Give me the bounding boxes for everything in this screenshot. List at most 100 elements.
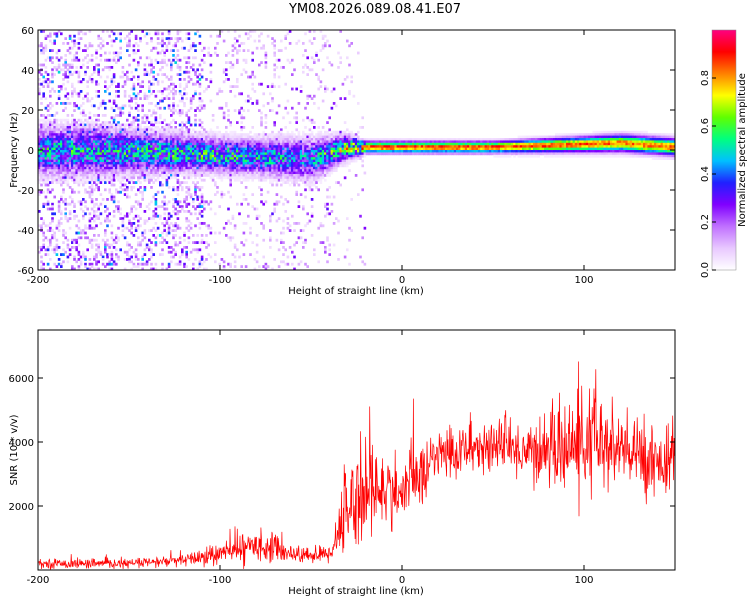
spectrogram-cell: [161, 44, 164, 48]
spectrogram-cell: [240, 142, 243, 146]
spectrogram-cell: [299, 138, 303, 141]
spectrogram-cell: [161, 154, 164, 158]
spectrogram-cell: [291, 262, 294, 266]
spectrogram-cell: [73, 142, 76, 146]
spectrogram-cell: [172, 210, 175, 213]
spectrogram-cell: [148, 128, 151, 132]
spectrogram-cell: [90, 243, 94, 247]
spectrogram-cell: [295, 193, 298, 196]
spectrogram-cell: [176, 174, 180, 177]
spectrogram-cell: [295, 145, 298, 148]
spectrogram-cell: [40, 157, 43, 160]
spectrogram-cell: [277, 130, 281, 134]
spectrogram-cell: [214, 171, 217, 175]
spectrogram-cell: [101, 147, 105, 151]
spectrogram-cell: [181, 162, 184, 165]
spectrogram-cell: [183, 142, 186, 146]
spectrogram-cell: [170, 126, 173, 129]
spectrogram-cell: [174, 142, 177, 146]
spectrogram-cell: [238, 140, 241, 144]
spectrogram-cell: [229, 135, 232, 139]
spectrogram-cell: [139, 243, 142, 247]
spectrogram-cell: [141, 176, 144, 180]
spectrogram-cell: [75, 176, 78, 180]
spectrogram-cell: [152, 150, 155, 153]
spectrogram-cell: [66, 75, 70, 79]
spectrogram-cell: [143, 135, 147, 139]
spectrogram-cell: [207, 157, 210, 160]
spectrogram-cell: [209, 159, 213, 163]
spectrogram-cell: [137, 123, 140, 127]
spectrogram-cell: [196, 234, 199, 237]
spectrogram-cell: [68, 66, 72, 69]
spectrogram-cell: [260, 140, 263, 144]
spectrogram-cell: [148, 85, 151, 88]
spectrogram-cell: [271, 169, 274, 172]
spectrogram-cell: [260, 154, 263, 158]
spectrogram-cell: [295, 190, 298, 194]
spectrogram-cell: [205, 246, 208, 249]
spectrogram-cell: [247, 159, 250, 163]
spectrogram-cell: [299, 147, 303, 151]
spectrogram-cell: [181, 46, 184, 50]
spectrogram-cell: [68, 226, 72, 230]
spectrogram-cell: [49, 138, 52, 141]
spectrogram-cell: [260, 135, 263, 139]
spectrogram-cell: [148, 32, 151, 36]
spectrogram-cell: [253, 166, 257, 170]
spectrogram-cell: [304, 145, 307, 148]
spectrogram-cell: [101, 171, 105, 175]
spectrogram-cell: [244, 145, 248, 148]
spectrogram-cell: [181, 145, 184, 148]
spectrogram-cell: [112, 138, 116, 141]
spectrogram-cell: [185, 166, 188, 170]
spectrogram-cell: [310, 42, 314, 45]
spectrogram-cell: [82, 166, 85, 170]
spectrogram-cell: [291, 157, 294, 160]
spectrogram-cell: [187, 135, 191, 139]
spectrogram-cell: [297, 171, 301, 175]
spectrogram-cell: [119, 130, 122, 134]
spectrogram-cell: [112, 164, 116, 168]
spectrogram-cell: [187, 32, 191, 36]
spectrogram-cell: [178, 210, 182, 213]
spectrogram-cell: [148, 174, 151, 177]
spectrogram-cell: [291, 171, 294, 175]
spectrogram-cell: [275, 150, 279, 153]
spectrogram-cell: [95, 174, 98, 177]
spectrogram-cell: [119, 109, 122, 112]
spectrogram-cell: [317, 145, 320, 148]
spectrogram-cell: [82, 78, 85, 81]
spectrogram-cell: [247, 174, 250, 177]
spectrogram-cell: [95, 56, 98, 60]
spectrogram-cell: [159, 68, 162, 72]
spectrogram-cell: [64, 198, 67, 201]
spectrogram-cell: [187, 150, 191, 153]
spectrogram-cell: [260, 133, 263, 136]
spectrogram-cell: [150, 154, 153, 158]
spectrogram-cell: [161, 241, 164, 244]
spectrogram-cell: [143, 92, 147, 96]
spectrogram-cell: [220, 135, 224, 139]
spectrogram-cell: [225, 68, 228, 72]
spectrogram-cell: [132, 140, 136, 144]
spectrogram-cell: [227, 145, 230, 148]
spectrogram-cell: [38, 147, 41, 151]
spectrogram-cell: [187, 193, 191, 196]
spectrogram-cell: [57, 164, 61, 168]
spectrogram-cell: [255, 243, 259, 247]
spectrogram-cell: [77, 75, 81, 79]
spectrogram-cell: [119, 56, 122, 60]
spectrogram-cell: [181, 174, 184, 177]
spectrogram-cell: [137, 166, 140, 170]
spectrogram-cell: [71, 73, 74, 76]
spectrogram-cell: [123, 145, 127, 148]
spectrogram-cell: [233, 42, 237, 45]
spectrogram-cell: [302, 145, 305, 148]
spectrogram-cell: [71, 159, 74, 163]
spectrogram-cell: [154, 154, 158, 158]
spectrogram-cell: [60, 150, 63, 153]
spectrogram-cell: [62, 147, 65, 151]
spectrogram-cell: [64, 75, 67, 79]
spectrogram-cell: [82, 150, 85, 153]
